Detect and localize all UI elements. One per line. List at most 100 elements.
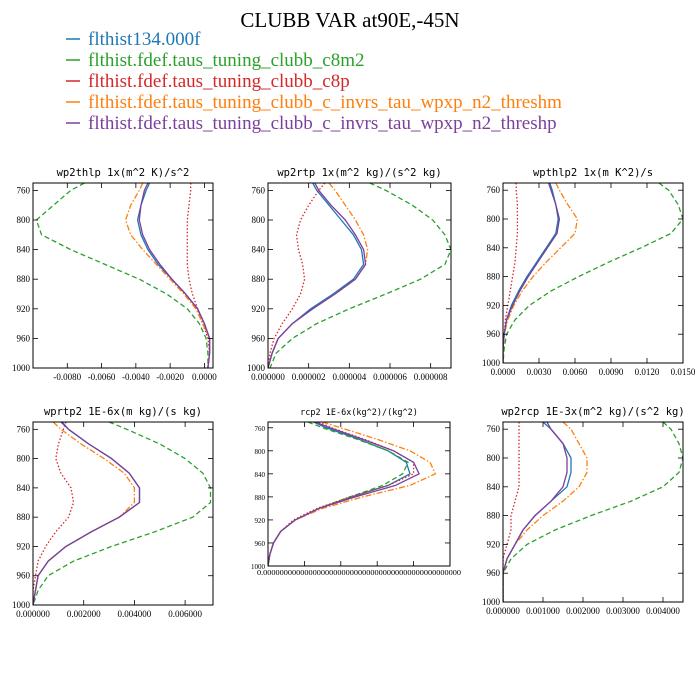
panel-5-series-4	[503, 422, 568, 602]
panel-1-ytick-label-5: 960	[252, 333, 266, 343]
panel-4-series	[268, 422, 437, 566]
panel-3-title: wprtp2 1E-6x(m kg)/(s kg)	[44, 406, 202, 418]
legend-label-1: flthist.fdef.taus_tuning_clubb_c8m2	[88, 50, 365, 71]
panel-4-ytick-label-0: 760	[255, 425, 266, 433]
panel-4-ytick-label-6: 1000	[251, 563, 266, 571]
panel-0-series-0	[136, 183, 211, 368]
panel-2-ytick-label-1: 800	[487, 214, 501, 224]
panel-1-xtick-label-4: 0.000008	[414, 372, 448, 382]
panel-1-series-1	[269, 183, 451, 368]
panel-5-xtick-label-4: 0.004000	[646, 606, 680, 616]
panel-5-frame	[502, 421, 684, 603]
panel-5-title: wp2rcp 1E-3x(m^2 kg)/(s^2 kg)	[501, 406, 684, 418]
panel-3-frame	[32, 421, 214, 606]
legend-label-2: flthist.fdef.taus_tuning_clubb_c8p	[88, 71, 350, 92]
panel-2-series-2	[503, 183, 519, 363]
panel-3: wprtp2 1E-6x(m kg)/(s kg) 760 800 840 880 920…	[12, 406, 214, 619]
panel-3-xtick-label-2: 0.004000	[118, 609, 152, 619]
panel-0-series-2	[186, 183, 211, 368]
panel-3-series-4	[33, 422, 141, 605]
panel-4-ytick-label-5: 960	[255, 540, 266, 548]
panel-4-ytick-label-2: 840	[255, 471, 266, 479]
panel-1-xtick-label-2: 0.000004	[332, 372, 366, 382]
panel-0-ytick-label-5: 960	[17, 333, 31, 343]
panel-5-series-2	[503, 422, 520, 602]
panel-4-series-4	[268, 422, 420, 566]
panel-4-ytick-label-4: 920	[255, 517, 266, 525]
panel-0-xtick-label-4: 0.0000	[192, 372, 217, 382]
panel-0-xtick-label-3: -0.0020	[156, 372, 184, 382]
panel-0-xtick-label-2: -0.0040	[122, 372, 150, 382]
figure-title: CLUBB VAR at90E,-45N	[240, 8, 459, 32]
panel-0-series-1	[35, 183, 209, 368]
panel-1-series-4	[268, 183, 367, 368]
panel-1-ytick-label-3: 880	[252, 274, 266, 284]
panel-5-series-1	[503, 422, 683, 602]
panel-5-series-0	[503, 422, 572, 602]
panel-0-ytick-label-0: 760	[17, 185, 31, 195]
panel-5-xtick-label-2: 0.002000	[566, 606, 600, 616]
panel-3-series	[33, 422, 212, 605]
panel-1-series	[268, 183, 451, 368]
panel-0-xtick-label-0: -0.0080	[53, 372, 81, 382]
panel-5-ytick-label-1: 800	[487, 453, 501, 463]
panel-0-series-4	[138, 183, 211, 368]
panel-3-xtick-label-1: 0.002000	[67, 609, 101, 619]
panel-3-ytick-label-1: 800	[17, 454, 31, 464]
panel-2-xtick-label-2: 0.0060	[563, 367, 588, 377]
panel-1-xtick-label-1: 0.000002	[292, 372, 326, 382]
panel-2-ytick-label-6: 1000	[482, 358, 501, 368]
panel-5: wp2rcp 1E-3x(m^2 kg)/(s^2 kg)760 800 840 88…	[482, 406, 685, 616]
panel-0-ytick-label-6: 1000	[12, 363, 31, 373]
panel-2-ytick-label-4: 920	[487, 300, 501, 310]
panel-2-series-3	[503, 183, 579, 363]
panel-2-title: wpthlp2 1x(m K^2)/s	[533, 167, 653, 179]
panel-1-xtick-label-0: 0.000000	[251, 372, 285, 382]
panel-5-ytick-label-4: 920	[487, 539, 501, 549]
panel-2-xtick-label-4: 0.0120	[635, 367, 660, 377]
panel-2-ytick-label-5: 960	[487, 329, 501, 339]
panel-5-ytick-label-0: 760	[487, 424, 501, 434]
panel-4-xtick-label-0: 0.00000000000000000000000000000000000000…	[257, 569, 462, 577]
panel-0-ytick-label-2: 840	[17, 245, 31, 255]
panel-5-series-3	[503, 422, 588, 602]
legend-label-0: flthist134.000f	[88, 29, 201, 50]
panel-0-frame	[32, 182, 214, 369]
panel-1-xtick-label-3: 0.000006	[373, 372, 407, 382]
panel-4-series-2	[268, 422, 415, 566]
panel-4-series-1	[268, 422, 409, 566]
panel-3-series-3	[33, 422, 136, 605]
panel-2-series	[503, 183, 683, 363]
panel-0: wp2thlp 1x(m^2 K)/s^2 760 800 840 880 920 960 1…	[12, 167, 217, 382]
panel-4-ytick-label-3: 880	[255, 494, 266, 502]
legend-label-4: flthist.fdef.taus_tuning_clubb_c_invrs_t…	[88, 113, 557, 134]
panel-2-ytick-label-3: 880	[487, 272, 501, 282]
panel-5-ytick-label-2: 840	[487, 482, 501, 492]
panel-1-series-2	[268, 183, 326, 368]
panel-3-ytick-label-0: 760	[17, 424, 31, 434]
panel-1: wp2rtp 1x(m^2 kg)/(s^2 kg) 760 800 840 880 92…	[247, 167, 452, 382]
panel-5-ytick-label-3: 880	[487, 511, 501, 521]
panel-3-xtick-label-0: 0.000000	[16, 609, 50, 619]
panel-2-xtick-label-1: 0.0030	[527, 367, 552, 377]
panel-1-ytick-label-1: 800	[252, 215, 266, 225]
panel-1-title: wp2rtp 1x(m^2 kg)/(s^2 kg)	[277, 167, 441, 179]
panel-0-ytick-label-4: 920	[17, 304, 31, 314]
panel-0-ytick-label-1: 800	[17, 215, 31, 225]
legend: flthist134.000fflthist.fdef.taus_tuning_…	[66, 29, 562, 134]
panel-1-ytick-label-2: 840	[252, 245, 266, 255]
panel-2: wpthlp2 1x(m K^2)/s 760 800 840 880 920 960 100…	[482, 167, 696, 377]
panel-5-series	[503, 422, 683, 602]
panel-5-ytick-label-5: 960	[487, 568, 501, 578]
panel-2-xtick-label-5: 0.0150	[671, 367, 696, 377]
panel-2-xtick-label-3: 0.0090	[599, 367, 624, 377]
panel-5-xtick-label-1: 0.001000	[526, 606, 560, 616]
panel-1-ytick-label-4: 920	[252, 304, 266, 314]
panel-3-ytick-label-5: 960	[17, 571, 31, 581]
panel-3-series-2	[33, 422, 75, 605]
panel-3-ytick-label-4: 920	[17, 541, 31, 551]
panel-4-ytick-label-1: 800	[255, 448, 266, 456]
panel-3-ytick-label-3: 880	[17, 512, 31, 522]
